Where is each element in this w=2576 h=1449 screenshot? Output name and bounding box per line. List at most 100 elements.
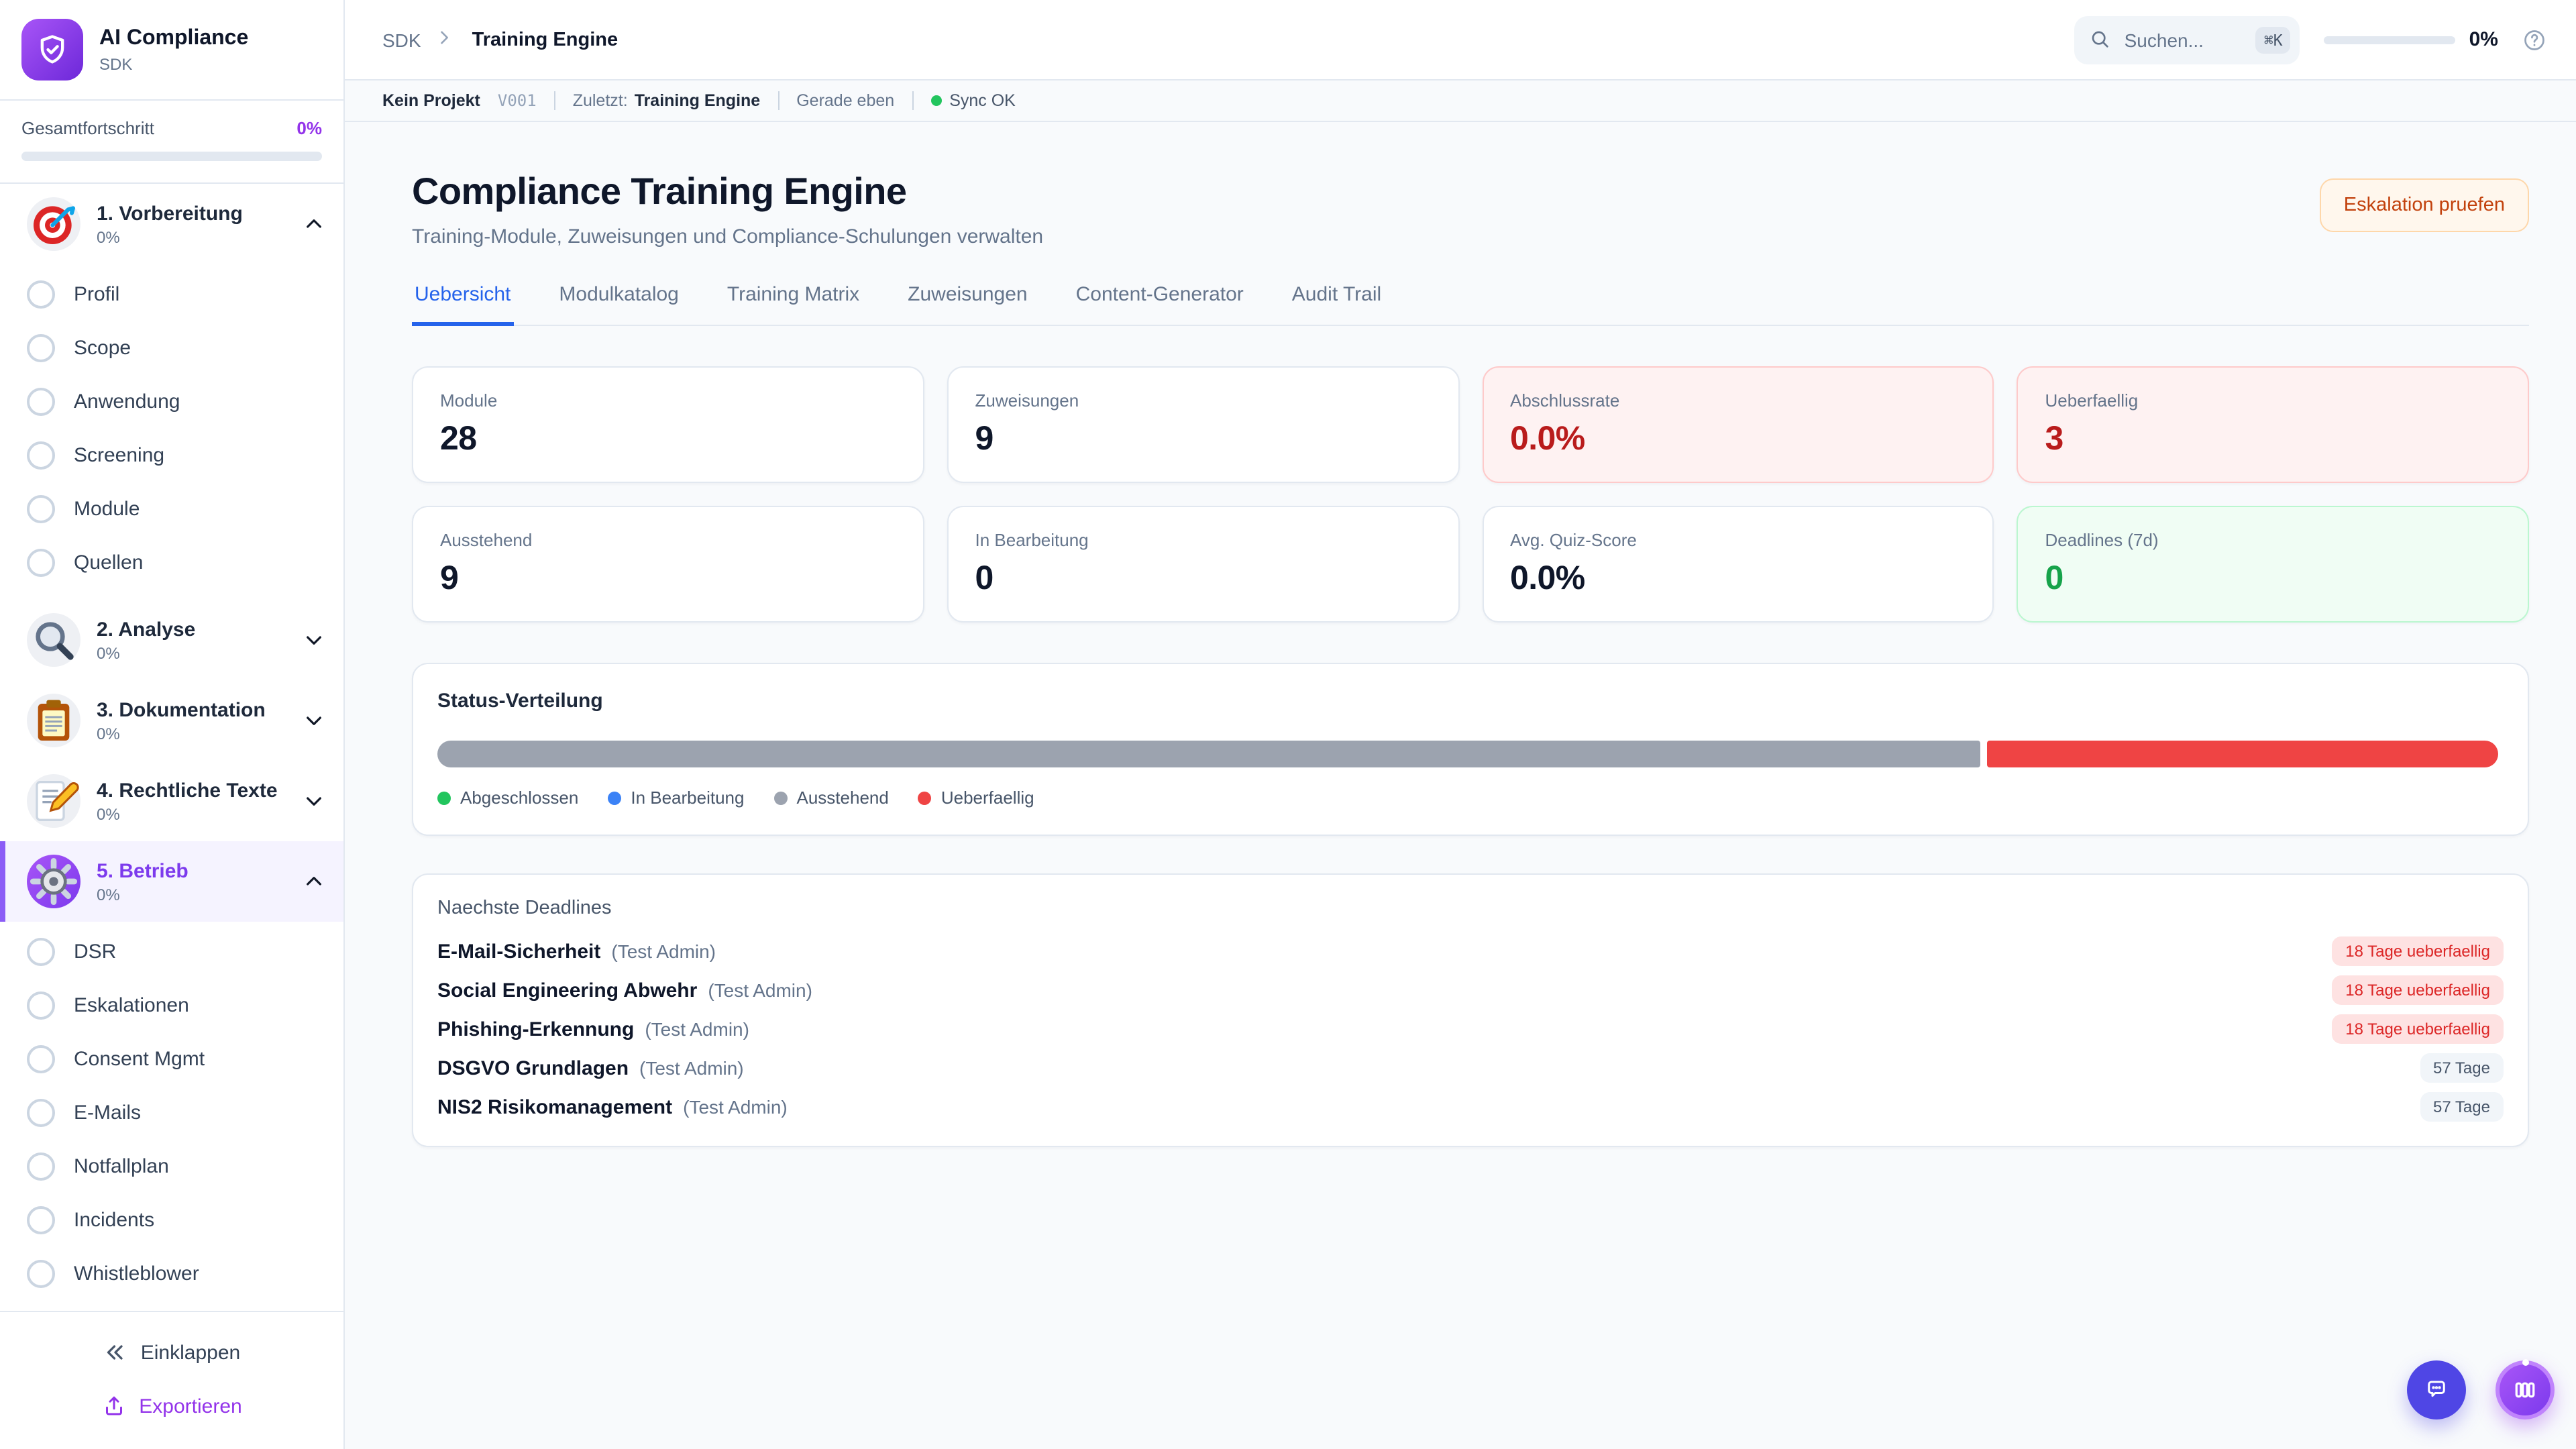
sidebar-footer: Einklappen Exportieren [0, 1311, 343, 1449]
check-escalation-button[interactable]: Eskalation pruefen [2319, 178, 2529, 232]
sidebar-item-eskalationen[interactable]: Eskalationen [0, 978, 343, 1032]
deadline-module: NIS2 Risikomanagement [437, 1095, 673, 1118]
sidebar-item-whistleblower[interactable]: Whistleblower [0, 1246, 343, 1300]
sidebar-section-5-betrieb[interactable]: 5. Betrieb 0% [0, 841, 343, 922]
deadline-badge: 18 Tage ueberfaellig [2332, 1014, 2504, 1044]
legend-dot-icon [437, 791, 451, 804]
updated-time: Gerade eben [796, 91, 895, 110]
sidebar-item-consent-mgmt[interactable]: Consent Mgmt [0, 1032, 343, 1085]
page-content: Compliance Training Engine Training-Modu… [345, 122, 2576, 1449]
project-name: Kein Projekt [382, 91, 480, 110]
sidebar-item-label: Eskalationen [74, 994, 189, 1016]
section-progress: 0% [97, 724, 120, 743]
sidebar-section-3-dokumentation[interactable]: 3. Dokumentation 0% [0, 680, 343, 761]
deadline-module: DSGVO Grundlagen [437, 1057, 629, 1079]
version-tag: V001 [497, 91, 537, 110]
header-progress-bar [2324, 36, 2456, 44]
sidebar-item-label: Anwendung [74, 390, 180, 413]
tab-zuweisungen[interactable]: Zuweisungen [905, 283, 1030, 326]
stat-value: 3 [2045, 420, 2064, 458]
stat-card-avg-quiz-score: Avg. Quiz-Score 0.0% [1482, 506, 1994, 623]
sidebar-section-1-vorbereitung[interactable]: 1. Vorbereitung 0% [0, 184, 343, 264]
sidebar-item-screening[interactable]: Screening [0, 428, 343, 482]
collapse-sidebar-button[interactable]: Einklappen [0, 1326, 343, 1379]
status-circle-icon [27, 548, 55, 576]
overall-progress-bar [21, 152, 322, 161]
export-icon [101, 1394, 125, 1418]
legend-dot-icon [608, 791, 622, 804]
stats-grid: Module 28 Zuweisungen 9 Abschlussrate 0.0% Ueb… [412, 366, 2529, 623]
chevron-down-icon [303, 629, 325, 651]
legend-label: In Bearbeitung [631, 788, 745, 808]
sidebar-item-module[interactable]: Module [0, 482, 343, 535]
memo-icon [27, 774, 80, 828]
sidebar-item-label: DSR [74, 940, 117, 963]
deadline-assignee: (Test Admin) [708, 979, 812, 1001]
chevron-up-icon [303, 871, 325, 892]
sidebar-item-e-mails[interactable]: E-Mails [0, 1085, 343, 1139]
chevron-down-icon [303, 710, 325, 731]
sidebar-item-incidents[interactable]: Incidents [0, 1193, 343, 1246]
magnifier-icon [27, 613, 80, 667]
status-circle-icon [27, 441, 55, 469]
notification-dot [2522, 1359, 2528, 1366]
bar-segment-ueberfaellig [1987, 741, 2498, 767]
tab-uebersicht[interactable]: Uebersicht [412, 283, 514, 326]
section-label: 2. Analyse [97, 618, 196, 641]
export-button[interactable]: Exportieren [0, 1379, 343, 1433]
search-input[interactable]: Suchen... ⌘K [2074, 15, 2300, 64]
kanban-fab-button[interactable] [2496, 1359, 2555, 1419]
sidebar-item-label: Whistleblower [74, 1262, 199, 1285]
export-label: Exportieren [139, 1395, 242, 1417]
status-distribution-card: Status-Verteilung Abgeschlossen In Bearbe… [412, 663, 2529, 836]
sidebar-item-scope[interactable]: Scope [0, 321, 343, 374]
legend-item-ausstehend: Ausstehend [773, 788, 889, 808]
status-stacked-bar [437, 741, 2504, 767]
sidebar-item-notfallplan[interactable]: Notfallplan [0, 1139, 343, 1193]
deadline-row-social-engineering-abwehr: Social Engineering Abwehr (Test Admin) 18 … [437, 975, 2504, 1005]
sidebar-item-dsr[interactable]: DSR [0, 924, 343, 978]
legend-dot-icon [773, 791, 788, 804]
overall-progress-value: 0% [297, 118, 322, 138]
stat-value: 0 [975, 559, 994, 597]
section-progress: 0% [97, 227, 120, 246]
last-label: Zuletzt: [572, 91, 628, 110]
sidebar-item-anwendung[interactable]: Anwendung [0, 374, 343, 428]
breadcrumb-root[interactable]: SDK [382, 29, 421, 50]
section-items: DSR Eskalationen Consent Mgmt E-Mails Notfal… [0, 922, 343, 1311]
stat-card-ueberfaellig: Ueberfaellig 3 [2017, 366, 2529, 483]
sidebar-section-4-rechtliche-texte[interactable]: 4. Rechtliche Texte 0% [0, 761, 343, 841]
divider [912, 91, 914, 110]
tab-content-generator[interactable]: Content-Generator [1073, 283, 1246, 326]
last-value: Training Engine [634, 91, 761, 110]
sidebar-section-2-analyse[interactable]: 2. Analyse 0% [0, 600, 343, 680]
deadline-assignee: (Test Admin) [611, 941, 716, 962]
deadlines-title: Naechste Deadlines [437, 898, 612, 919]
overall-progress-label: Gesamtfortschritt [21, 118, 154, 138]
deadlines-list: E-Mail-Sicherheit (Test Admin) 18 Tage ueb… [437, 936, 2504, 1122]
sidebar-item-profil[interactable]: Profil [0, 267, 343, 321]
section-label: 5. Betrieb [97, 859, 189, 882]
stat-card-module: Module 28 [412, 366, 924, 483]
stat-label: In Bearbeitung [975, 530, 1089, 550]
collapse-label: Einklappen [140, 1341, 241, 1364]
header-progress: 0% [2324, 28, 2498, 51]
tab-audit-trail[interactable]: Audit Trail [1289, 283, 1384, 326]
chat-fab-button[interactable] [2407, 1360, 2466, 1419]
tab-training-matrix[interactable]: Training Matrix [724, 283, 862, 326]
tab-modulkatalog[interactable]: Modulkatalog [556, 283, 681, 326]
page-subtitle: Training-Module, Zuweisungen und Complia… [412, 225, 1044, 248]
help-icon [2522, 25, 2546, 50]
sidebar-item-quellen[interactable]: Quellen [0, 535, 343, 589]
brand-title: AI Compliance [99, 27, 249, 50]
topbar: SDK Training Engine Suchen... ⌘K 0% [345, 0, 2576, 80]
stat-value: 0.0% [1510, 559, 1585, 597]
help-button[interactable] [2522, 25, 2552, 54]
status-circle-icon [27, 991, 55, 1019]
section-label: 4. Rechtliche Texte [97, 779, 278, 802]
stat-card-deadlines-7d: Deadlines (7d) 0 [2017, 506, 2529, 623]
deadline-row-e-mail-sicherheit: E-Mail-Sicherheit (Test Admin) 18 Tage ueb… [437, 936, 2504, 966]
deadline-module: E-Mail-Sicherheit [437, 940, 601, 963]
header-progress-value: 0% [2469, 28, 2498, 51]
